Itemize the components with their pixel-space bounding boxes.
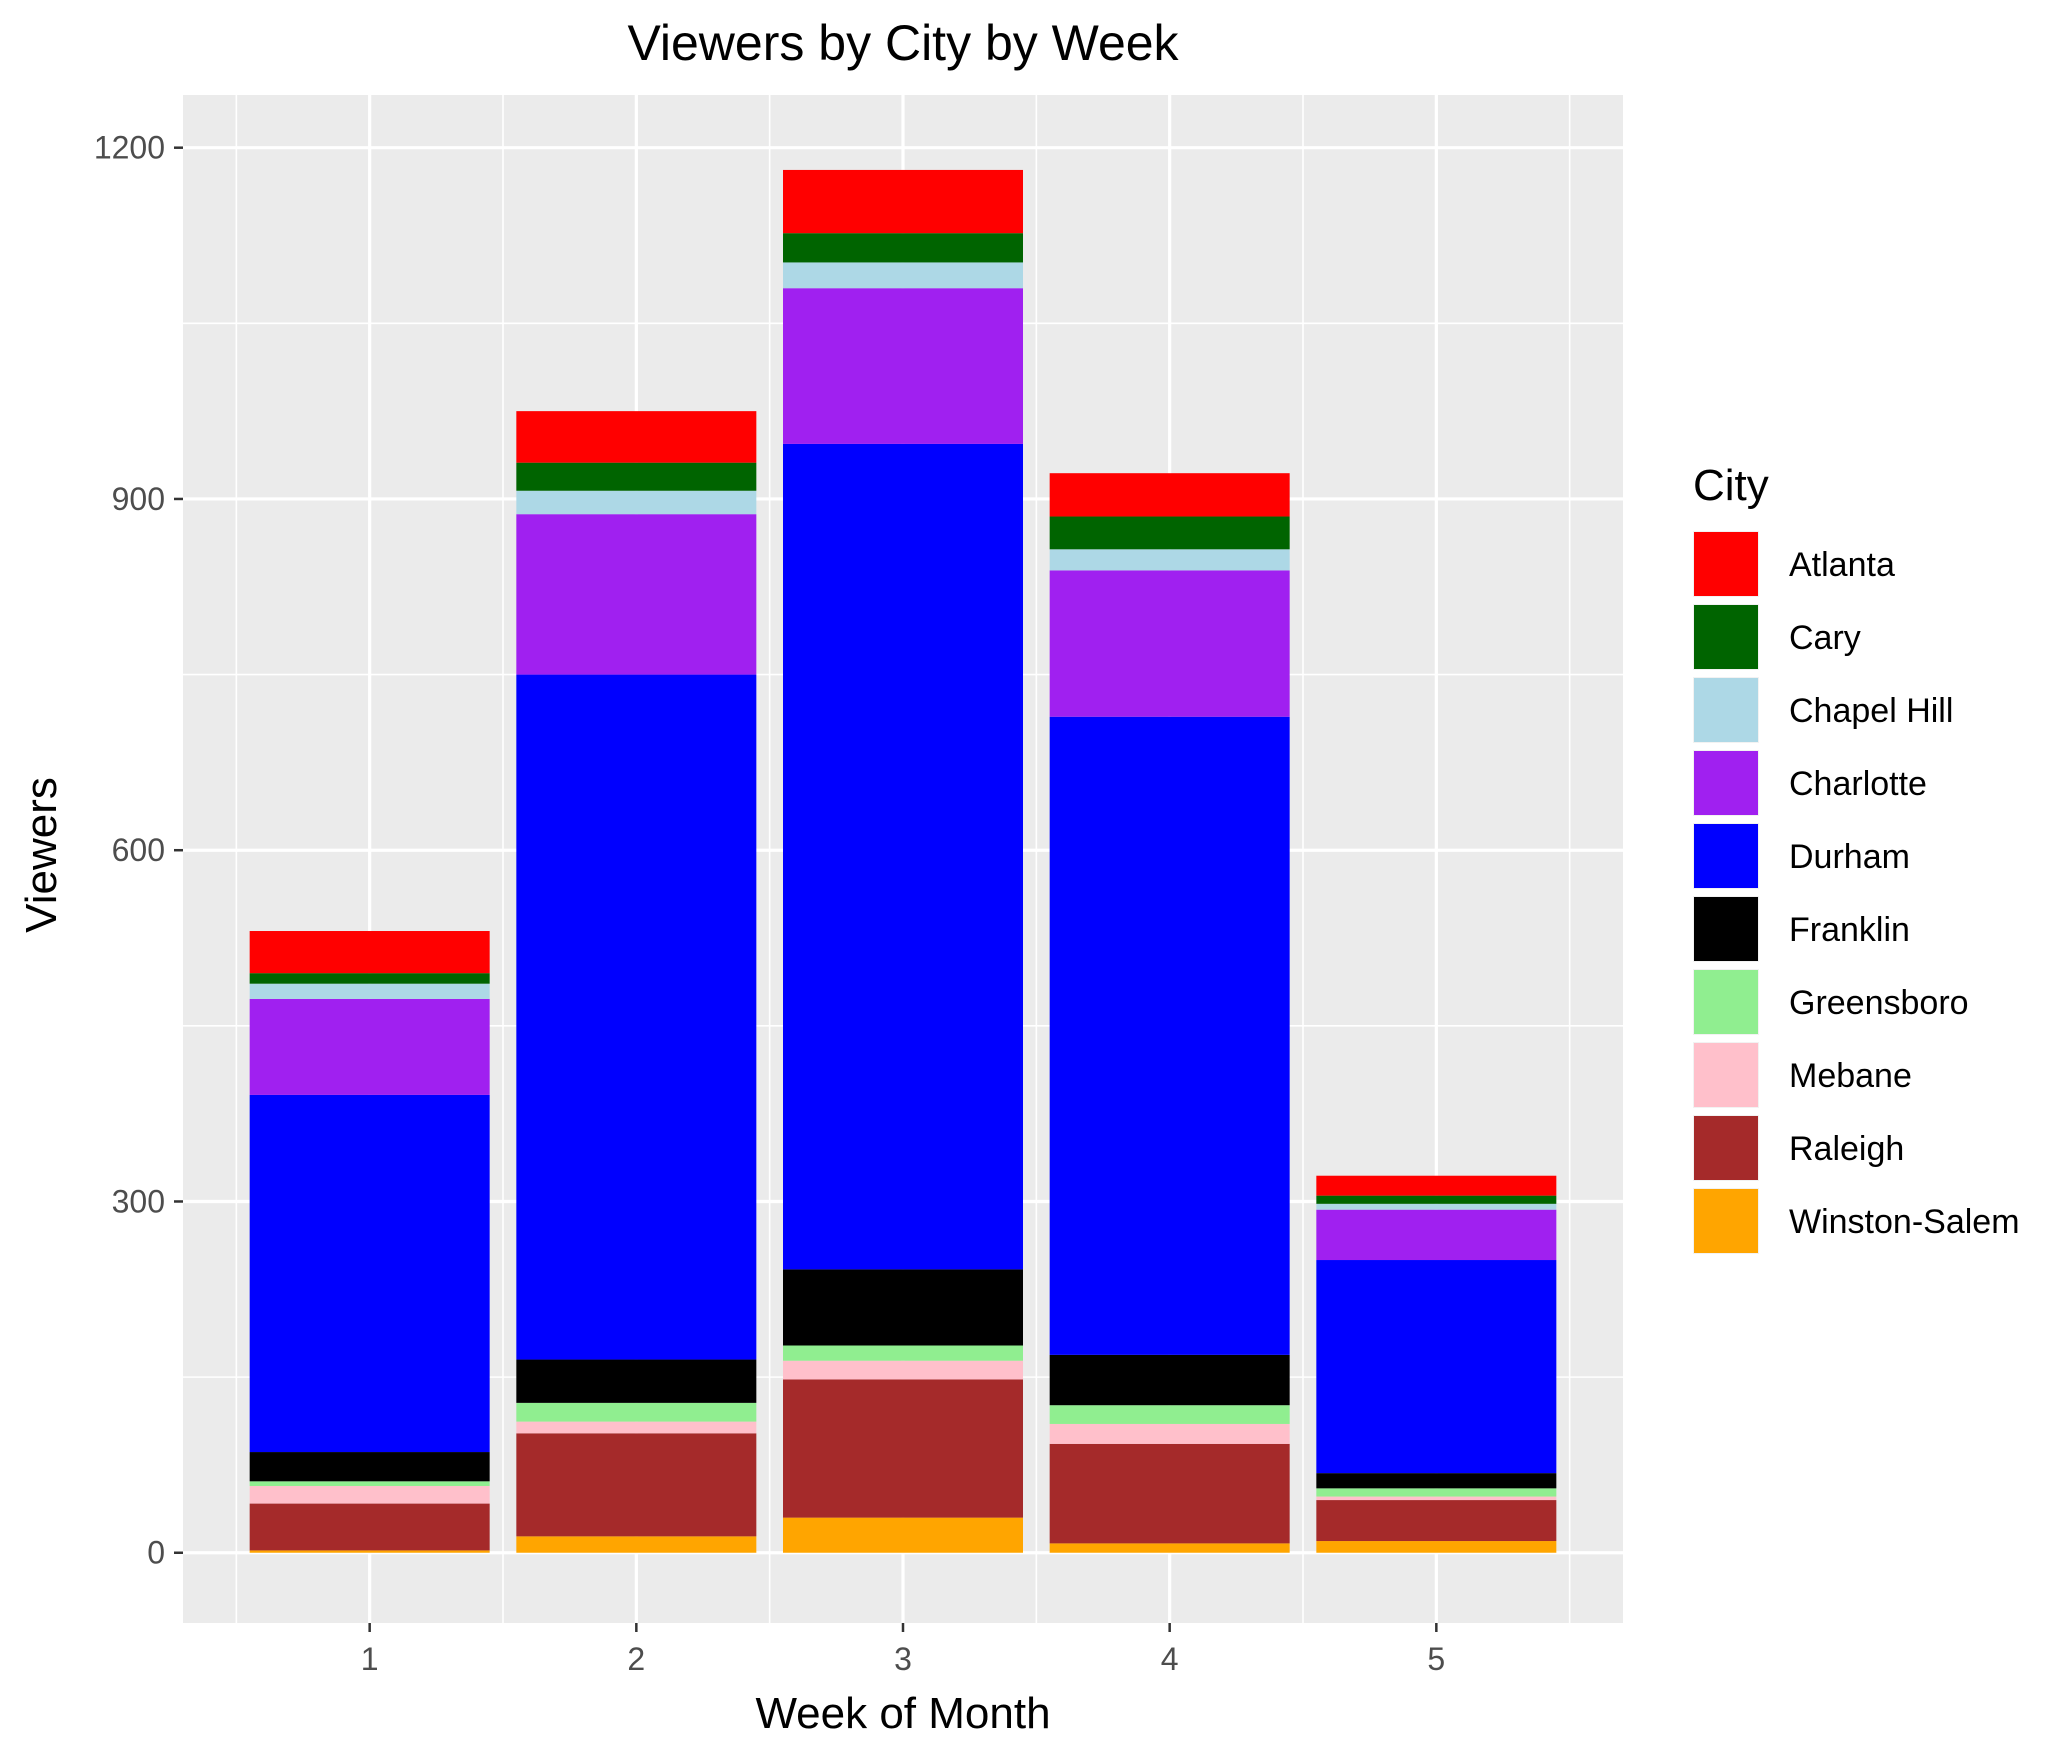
legend-label-franklin: Franklin	[1789, 911, 1910, 949]
bar-cary-week-2	[516, 462, 757, 491]
bar-charlotte-week-4	[1049, 570, 1290, 717]
x-axis-title: Week of Month	[755, 1689, 1050, 1738]
y-tick-label: 1200	[94, 130, 165, 166]
legend-title: City	[1693, 461, 1769, 510]
bar-greensboro-week-3	[783, 1345, 1023, 1361]
bar-cary-week-3	[783, 233, 1023, 263]
bar-winston-salem-week-4	[1049, 1543, 1290, 1553]
bar-winston-salem-week-5	[1316, 1541, 1557, 1553]
y-axis-title: Viewers	[17, 777, 66, 933]
bar-chapel-hill-week-1	[249, 983, 490, 999]
bar-mebane-week-3	[783, 1360, 1023, 1380]
bar-durham-week-2	[516, 674, 757, 1360]
legend-swatch-winston-salem	[1694, 1189, 1758, 1253]
bar-charlotte-week-1	[249, 998, 490, 1095]
bar-greensboro-week-4	[1049, 1405, 1290, 1424]
legend-label-greensboro: Greensboro	[1789, 984, 1969, 1022]
legend-label-raleigh: Raleigh	[1789, 1130, 1904, 1168]
legend-swatch-raleigh	[1694, 1116, 1758, 1180]
bar-atlanta-week-5	[1316, 1175, 1557, 1196]
bar-winston-salem-week-3	[783, 1517, 1023, 1553]
bar-atlanta-week-2	[516, 411, 757, 463]
bar-mebane-week-5	[1316, 1496, 1557, 1501]
bar-winston-salem-week-2	[516, 1536, 757, 1553]
bar-raleigh-week-2	[516, 1433, 757, 1537]
x-tick-label: 4	[1161, 1641, 1179, 1677]
bar-franklin-week-2	[516, 1359, 757, 1403]
bar-greensboro-week-5	[1316, 1488, 1557, 1497]
x-tick-label: 1	[361, 1641, 379, 1677]
legend-label-chapel-hill: Chapel Hill	[1789, 692, 1953, 730]
legend-label-durham: Durham	[1789, 838, 1910, 876]
bar-franklin-week-3	[783, 1269, 1023, 1346]
bar-winston-salem-week-1	[249, 1550, 490, 1553]
bar-atlanta-week-4	[1049, 473, 1290, 517]
chart-title: Viewers by City by Week	[627, 15, 1179, 71]
bar-chapel-hill-week-4	[1049, 549, 1290, 571]
legend-swatch-cary	[1694, 605, 1758, 669]
bar-chapel-hill-week-3	[783, 262, 1023, 289]
bar-charlotte-week-2	[516, 514, 757, 675]
legend-swatch-greensboro	[1694, 970, 1758, 1034]
legend-label-cary: Cary	[1789, 619, 1861, 657]
bar-cary-week-1	[249, 973, 490, 984]
x-tick-label: 2	[627, 1641, 645, 1677]
y-tick-label: 300	[112, 1183, 165, 1219]
x-tick-label: 3	[894, 1641, 912, 1677]
bar-charlotte-week-3	[783, 288, 1023, 444]
legend-swatch-charlotte	[1694, 751, 1758, 815]
bar-franklin-week-1	[249, 1452, 490, 1482]
bar-raleigh-week-5	[1316, 1500, 1557, 1542]
legend-label-winston-salem: Winston-Salem	[1789, 1203, 2020, 1241]
bar-mebane-week-1	[249, 1486, 490, 1504]
bar-durham-week-4	[1049, 716, 1290, 1355]
bar-franklin-week-4	[1049, 1354, 1290, 1406]
bar-chapel-hill-week-5	[1316, 1203, 1557, 1210]
bar-raleigh-week-4	[1049, 1443, 1290, 1544]
bar-durham-week-3	[783, 443, 1023, 1270]
bar-cary-week-5	[1316, 1195, 1557, 1204]
legend-swatch-atlanta	[1694, 532, 1758, 596]
bar-atlanta-week-1	[249, 931, 490, 974]
legend-label-charlotte: Charlotte	[1789, 765, 1927, 803]
bar-durham-week-5	[1316, 1260, 1557, 1474]
y-tick-label: 0	[147, 1535, 165, 1571]
legend-swatch-franklin	[1694, 897, 1758, 961]
bar-franklin-week-5	[1316, 1473, 1557, 1489]
bar-charlotte-week-5	[1316, 1209, 1557, 1261]
bar-raleigh-week-1	[249, 1503, 490, 1551]
bar-durham-week-1	[249, 1094, 490, 1453]
bar-mebane-week-4	[1049, 1423, 1290, 1444]
bar-chapel-hill-week-2	[516, 490, 757, 515]
bars	[249, 169, 1557, 1553]
legend-swatch-chapel-hill	[1694, 678, 1758, 742]
y-tick-label: 600	[112, 832, 165, 868]
legend: City Atlanta Cary Chapel Hill Charlotte Durh…	[1693, 461, 2020, 1254]
legend-label-mebane: Mebane	[1789, 1057, 1912, 1095]
x-axis: 1 2 3 4 5	[361, 1623, 1445, 1677]
bar-raleigh-week-3	[783, 1379, 1023, 1518]
bar-greensboro-week-2	[516, 1402, 757, 1422]
x-tick-label: 5	[1427, 1641, 1445, 1677]
legend-label-atlanta: Atlanta	[1789, 546, 1895, 584]
legend-swatch-mebane	[1694, 1043, 1758, 1107]
legend-swatch-durham	[1694, 824, 1758, 888]
y-tick-label: 900	[112, 481, 165, 517]
bar-mebane-week-2	[516, 1421, 757, 1434]
y-axis: 0 300 600 900 1200	[94, 130, 183, 1571]
bar-atlanta-week-3	[783, 169, 1023, 234]
bar-cary-week-4	[1049, 516, 1290, 550]
bar-greensboro-week-1	[249, 1481, 490, 1487]
